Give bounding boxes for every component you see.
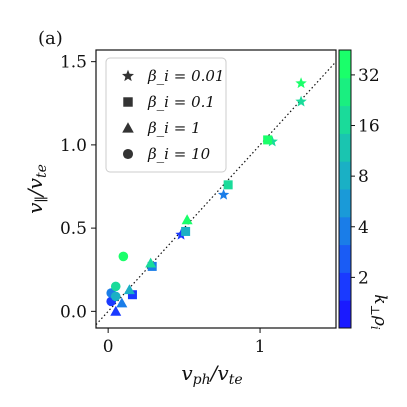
- y-ticks: 0.0 0.5 1.0 1.5: [60, 53, 96, 322]
- x-axis-label: vph/vte: [181, 361, 242, 388]
- legend: β_i = 0.01 β_i = 0.1 β_i = 1 β_i = 10: [105, 57, 227, 173]
- legend-label: β_i = 10: [147, 145, 211, 163]
- legend-label: β_i = 1: [147, 119, 201, 137]
- legend-marker-circle: [122, 148, 134, 160]
- colorbar-band: [339, 189, 351, 218]
- legend-box: [105, 57, 227, 173]
- data-point-square: [223, 180, 233, 190]
- legend-label: β_i = 0.1: [147, 93, 215, 111]
- data-point-square: [127, 290, 137, 300]
- data-point-circle: [110, 291, 121, 302]
- colorbar-tick-label: 2: [358, 268, 369, 288]
- colorbar-band: [339, 77, 351, 107]
- colorbar-tick-label: 16: [358, 117, 380, 137]
- colorbar: [339, 50, 351, 329]
- colorbar-frame: [338, 49, 352, 329]
- data-point-circle: [110, 281, 121, 292]
- data-point-star: [295, 95, 307, 107]
- data-point-circle: [118, 251, 129, 262]
- colorbar-band: [339, 161, 351, 190]
- legend-marker-square: [123, 97, 133, 107]
- data-point-square: [181, 226, 191, 236]
- data-point-triangle: [123, 284, 135, 295]
- colorbar-tick-label: 32: [358, 66, 380, 86]
- legend-marker-star: [122, 69, 134, 82]
- data-points-layer: [106, 77, 307, 316]
- colorbar-tick-label: 8: [358, 167, 369, 187]
- reference-line: [95, 61, 337, 326]
- data-point-triangle: [181, 214, 193, 225]
- colorbar-band: [339, 133, 351, 162]
- y-tick-label: 1.0: [60, 136, 87, 156]
- x-tick-label: 1: [255, 337, 266, 357]
- colorbar-band: [339, 300, 351, 329]
- data-point-star: [266, 135, 278, 147]
- y-tick-label: 0.5: [60, 219, 87, 239]
- y-tick-label: 0.0: [60, 302, 87, 322]
- data-point-star: [295, 77, 307, 89]
- data-point-triangle: [116, 297, 128, 308]
- data-point-star: [217, 188, 230, 200]
- y-axis-label: v∥/vte: [23, 164, 50, 214]
- colorbar-label: k⊥ρi: [368, 294, 390, 330]
- y-tick-label: 1.5: [60, 53, 87, 73]
- colorbar-band: [339, 244, 351, 273]
- colorbar-band: [339, 216, 351, 246]
- data-point-star: [175, 228, 187, 240]
- panel-label: (a): [38, 28, 63, 49]
- legend-entries: β_i = 0.01 β_i = 0.1 β_i = 1 β_i = 10: [122, 67, 224, 163]
- x-tick-label: 0: [103, 337, 114, 357]
- colorbar-ticks: 2 4 8 16 32: [351, 66, 380, 288]
- data-point-square: [263, 135, 273, 145]
- data-point-triangle: [145, 257, 157, 268]
- colorbar-band: [339, 272, 351, 301]
- plot-frame: [95, 49, 337, 329]
- colorbar-band: [339, 50, 351, 79]
- legend-marker-triangle: [122, 122, 134, 133]
- legend-label: β_i = 0.01: [147, 67, 224, 85]
- colorbar-band: [339, 105, 351, 134]
- colorbar-tick-label: 4: [358, 218, 369, 238]
- reference-line-layer: [95, 61, 337, 326]
- data-point-triangle: [110, 305, 122, 316]
